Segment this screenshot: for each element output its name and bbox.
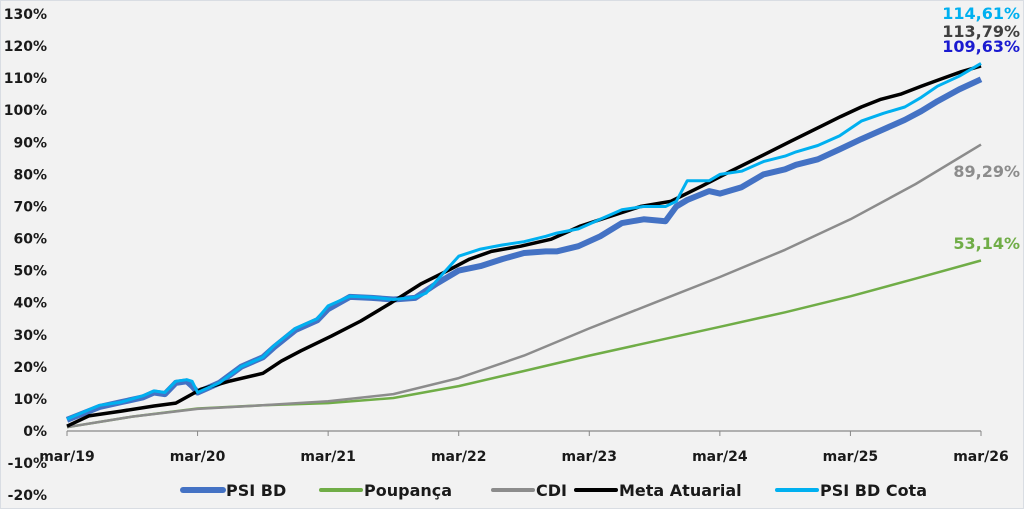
x-tick-label: mar/23 bbox=[562, 449, 618, 465]
end-value-label: 113,79% bbox=[942, 22, 1020, 41]
legend-label: Meta Atuarial bbox=[619, 481, 742, 500]
y-tick-label: 130% bbox=[4, 7, 47, 23]
y-tick-label: 10% bbox=[13, 392, 47, 408]
y-tick-label: -10% bbox=[8, 456, 47, 472]
y-tick-label: 20% bbox=[13, 360, 47, 376]
x-tick-label: mar/22 bbox=[431, 449, 487, 465]
x-tick-label: mar/21 bbox=[300, 449, 356, 465]
legend-label: Poupança bbox=[364, 481, 452, 500]
y-tick-label: 40% bbox=[13, 296, 47, 312]
y-tick-label: 60% bbox=[13, 232, 47, 248]
series-line-poupan-a bbox=[66, 259, 982, 429]
legend-label: CDI bbox=[536, 481, 567, 500]
end-value-label: 109,63% bbox=[942, 37, 1020, 56]
y-tick-label: 100% bbox=[4, 103, 47, 119]
y-tick-label: 0% bbox=[23, 424, 47, 440]
y-tick-label: 50% bbox=[13, 264, 47, 280]
series-line-meta-atuarial bbox=[66, 64, 982, 428]
y-tick-label: 120% bbox=[4, 39, 47, 55]
x-tick-label: mar/26 bbox=[953, 449, 1009, 465]
y-tick-label: 30% bbox=[13, 328, 47, 344]
y-tick-label: 90% bbox=[13, 135, 47, 151]
x-tick-label: mar/24 bbox=[692, 449, 748, 465]
legend-label: PSI BD Cota bbox=[820, 481, 927, 500]
x-tick-label: mar/25 bbox=[823, 449, 879, 465]
legend-label: PSI BD bbox=[226, 481, 286, 500]
y-tick-label: 70% bbox=[13, 199, 47, 215]
legend-item: CDI bbox=[491, 481, 567, 500]
series-line-cdi bbox=[66, 143, 982, 429]
x-tick-label: mar/19 bbox=[39, 449, 95, 465]
legend-item: PSI BD Cota bbox=[775, 481, 927, 500]
y-tick-label: 110% bbox=[4, 71, 47, 87]
y-tick-label: -20% bbox=[8, 488, 47, 504]
y-tick-label: 80% bbox=[13, 167, 47, 183]
legend-item: PSI BD bbox=[180, 481, 286, 500]
legend-item: Poupança bbox=[319, 481, 452, 500]
end-value-label: 53,14% bbox=[953, 234, 1020, 253]
series-line-psi-bd bbox=[65, 76, 983, 423]
x-tick-label: mar/20 bbox=[170, 449, 226, 465]
series-line-psi-bd-cota bbox=[66, 62, 982, 421]
end-value-label: 114,61% bbox=[942, 4, 1020, 23]
legend-item: Meta Atuarial bbox=[574, 481, 742, 500]
end-value-label: 89,29% bbox=[953, 162, 1020, 181]
